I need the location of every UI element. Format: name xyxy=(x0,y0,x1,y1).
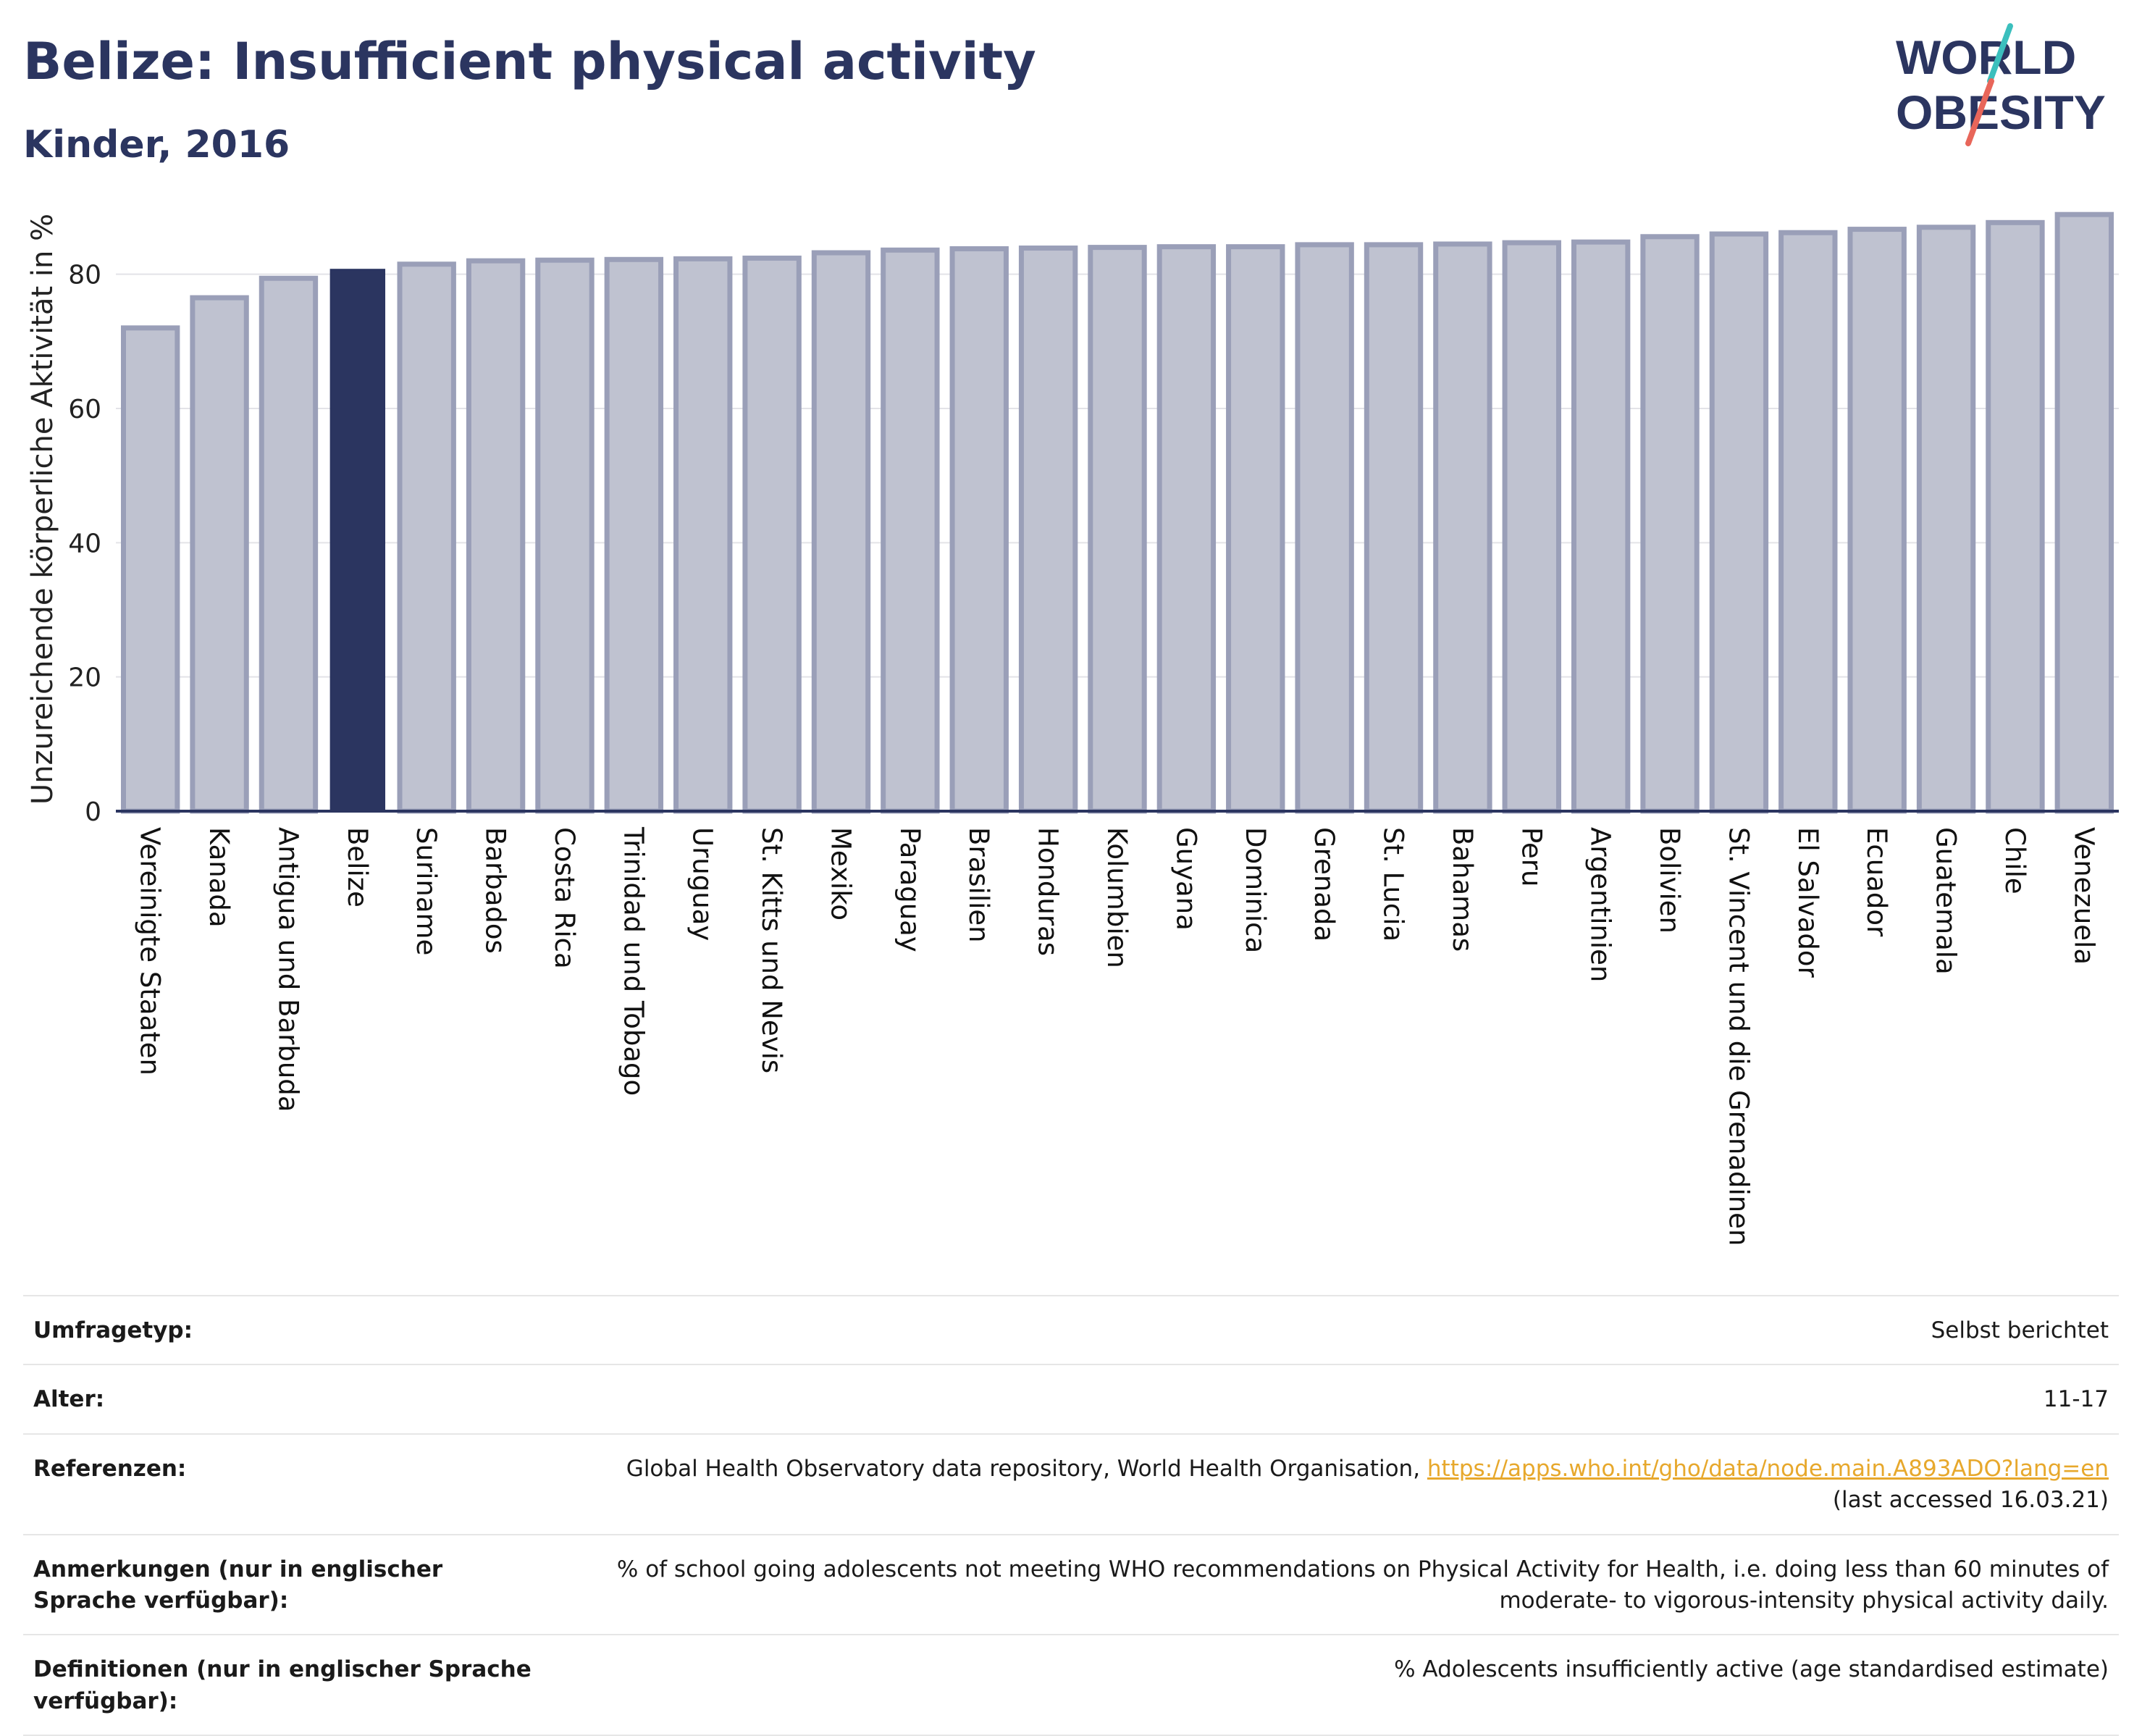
x-tick-label: Brasilien xyxy=(963,827,994,943)
bar-chart: 0 20 40 60 80 Unzureichende körperliche Aktiv… xyxy=(26,211,2119,1246)
reference-text: Global Health Observatory data repositor… xyxy=(626,1455,1427,1482)
x-tick-label: El Salvador xyxy=(1792,827,1823,978)
info-value: 11-17 xyxy=(2043,1386,2109,1413)
bar-kanada xyxy=(190,295,249,814)
bar-vereinigte-staaten xyxy=(120,325,180,814)
x-tick-label: Argentinien xyxy=(1585,827,1616,982)
x-tick-label: Kanada xyxy=(203,827,235,928)
x-tick-label: Ecuador xyxy=(1861,827,1892,937)
x-tick-label: Costa Rica xyxy=(549,827,580,969)
x-tick-label: St. Lucia xyxy=(1378,827,1409,942)
info-row-notes: Anmerkungen (nur in englischer Sprache v… xyxy=(23,1534,2119,1635)
x-tick-label: Mexiko xyxy=(825,827,856,921)
x-tick-label: Bahamas xyxy=(1447,827,1478,952)
x-tick-label: Bolivien xyxy=(1654,827,1685,934)
info-value: Selbst berichtet xyxy=(1931,1317,2109,1343)
axis-layer: 0 20 40 60 80 Unzureichende körperliche Aktiv… xyxy=(26,214,2119,827)
info-value: % Adolescents insufficiently active (age… xyxy=(1394,1656,2109,1683)
x-tick-label: St. Vincent und die Grenadinen xyxy=(1723,827,1754,1246)
info-label: Definitionen (nur in englischer Sprache … xyxy=(33,1656,532,1714)
info-label: Umfragetyp: xyxy=(33,1317,193,1343)
bar-argentinien xyxy=(1571,239,1631,814)
world-obesity-logo: WORLD OBESITY xyxy=(1896,23,2106,146)
x-tick-label: Chile xyxy=(1999,827,2030,894)
y-tick-label: 80 xyxy=(68,261,101,290)
bar-bolivien xyxy=(1640,234,1700,814)
x-tick-label: Trinidad und Tobago xyxy=(618,826,649,1096)
info-table: Umfragetyp: Selbst berichtet Alter: 11-1… xyxy=(23,1295,2119,1736)
logo-slash-teal xyxy=(1987,23,2013,84)
info-label: Anmerkungen (nur in englischer Sprache v… xyxy=(33,1556,443,1614)
logo-slash-red xyxy=(1965,78,1994,146)
bar-st-kitts-und-nevis xyxy=(742,255,802,814)
x-tick-label: St. Kitts und Nevis xyxy=(756,827,787,1073)
bar-el-salvador xyxy=(1778,230,1838,814)
x-tick-label: Venezuela xyxy=(2068,827,2099,965)
y-tick-label: 20 xyxy=(68,663,101,693)
bar-paraguay xyxy=(881,247,940,814)
x-tick-label: Suriname xyxy=(411,827,442,955)
bar-dominica xyxy=(1226,244,1285,814)
info-row-age: Alter: 11-17 xyxy=(23,1364,2119,1434)
y-tick-label: 40 xyxy=(68,529,101,558)
info-label: Referenzen: xyxy=(33,1455,187,1482)
x-tick-label: Barbados xyxy=(480,827,511,954)
info-value: % of school going adolescents not meetin… xyxy=(616,1556,2109,1614)
bar-peru xyxy=(1502,240,1561,814)
x-tick-label: Vereinigte Staaten xyxy=(135,827,166,1075)
label-layer: Vereinigte Staaten Kanada Antigua und Barb… xyxy=(135,826,2100,1246)
x-tick-label: Peru xyxy=(1516,827,1547,886)
info-row-references: Referenzen: Global Health Observatory da… xyxy=(23,1433,2119,1535)
reference-accessed: (last accessed 16.03.21) xyxy=(1832,1487,2109,1514)
x-tick-label: Paraguay xyxy=(894,827,925,952)
x-tick-label: Honduras xyxy=(1033,827,1064,956)
bar-venezuela xyxy=(2054,211,2114,814)
bar-suriname xyxy=(397,261,456,814)
bar-st-lucia xyxy=(1364,242,1424,814)
bar-uruguay xyxy=(673,256,733,814)
bar-kolumbien xyxy=(1088,245,1147,814)
bar-trinidad-und-tobago xyxy=(604,256,664,814)
bar-ecuador xyxy=(1847,227,1907,814)
x-tick-label: Grenada xyxy=(1309,827,1340,942)
bar-mexiko xyxy=(811,250,871,814)
info-row-survey-type: Umfragetyp: Selbst berichtet xyxy=(23,1296,2119,1365)
bar-brasilien xyxy=(949,246,1009,814)
x-tick-label: Kolumbien xyxy=(1101,827,1133,968)
bar-barbados xyxy=(466,258,526,814)
bar-bahamas xyxy=(1433,241,1492,814)
x-tick-label: Guyana xyxy=(1170,827,1201,931)
bar-chile xyxy=(1986,219,2045,814)
reference-link[interactable]: https://apps.who.int/gho/data/node.main.… xyxy=(1427,1455,2109,1482)
page-subtitle: Kinder, 2016 xyxy=(23,123,290,167)
info-row-definitions: Definitionen (nur in englischer Sprache … xyxy=(23,1635,2119,1736)
x-tick-label: Dominica xyxy=(1240,827,1271,953)
x-tick-label: Antigua und Barbuda xyxy=(272,827,303,1112)
logo-line1: WORLD xyxy=(1896,30,2076,84)
y-tick-label: 60 xyxy=(68,395,101,424)
bar-st-vincent-und-die-grenadinen xyxy=(1709,231,1769,814)
bar-layer xyxy=(120,211,2114,814)
x-tick-label: Belize xyxy=(342,827,373,907)
logo-line2: OBESITY xyxy=(1896,85,2106,139)
page-title: Belize: Insufficient physical activity xyxy=(23,32,1036,91)
bar-grenada xyxy=(1295,242,1354,814)
bar-honduras xyxy=(1018,246,1078,814)
bar-belize xyxy=(329,269,386,812)
x-tick-label: Uruguay xyxy=(687,827,718,941)
y-tick-label: 0 xyxy=(85,797,101,827)
bar-guatemala xyxy=(1916,225,1976,814)
info-label: Alter: xyxy=(33,1386,105,1413)
bar-antigua-und-barbuda xyxy=(259,275,319,814)
bar-costa-rica xyxy=(535,257,595,814)
x-tick-label: Guatemala xyxy=(1931,827,1962,975)
y-axis-label: Unzureichende körperliche Aktivität in % xyxy=(26,214,59,805)
bar-guyana xyxy=(1156,244,1217,814)
info-value: Global Health Observatory data repositor… xyxy=(550,1434,2119,1535)
